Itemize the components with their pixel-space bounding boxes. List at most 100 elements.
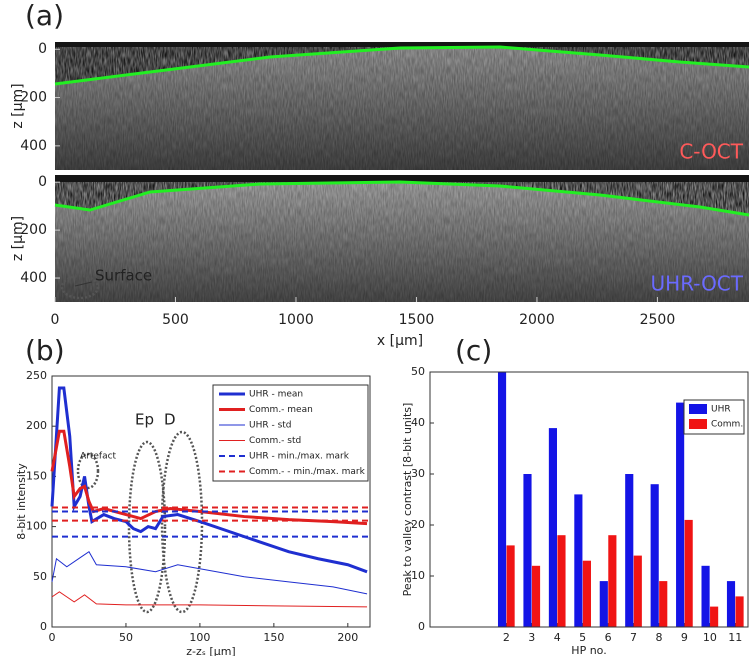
- bar: [599, 581, 608, 627]
- legend-swatch: [689, 419, 707, 429]
- bar: [574, 494, 583, 627]
- y-tick-label: 20: [411, 518, 425, 531]
- y-tick-label: 50: [33, 570, 47, 583]
- y-axis-label: Peak to valley contrast [8-bit units]: [401, 403, 414, 597]
- x-tick-label: 9: [681, 631, 688, 644]
- bar: [497, 372, 507, 627]
- y-axis-label: 8-bit intensity: [15, 463, 28, 540]
- x-tick-label: 500: [162, 312, 189, 328]
- image-label: C-OCT: [679, 140, 743, 164]
- y-tick-label: 250: [26, 369, 47, 382]
- bar: [633, 555, 642, 627]
- series-line: [50, 429, 368, 526]
- y-axis-label: z [μm]: [10, 216, 26, 261]
- panel-label: (a): [25, 0, 64, 32]
- legend-swatch: [689, 404, 707, 414]
- d-ellipse: [160, 430, 204, 614]
- x-axis-label: HP no.: [571, 644, 606, 656]
- bar: [557, 535, 566, 627]
- surface-line: [54, 180, 750, 217]
- x-tick-label: 11: [728, 631, 742, 644]
- x-tick-label: 1000: [278, 312, 314, 328]
- x-tick-label: 0: [51, 312, 60, 328]
- y-tick-label: 0: [38, 41, 47, 57]
- x-tick-label: 50: [119, 631, 133, 644]
- oct-images: [54, 42, 750, 302]
- y-tick-label: 200: [26, 419, 47, 432]
- bar: [625, 474, 634, 627]
- image-label: UHR-OCT: [651, 272, 744, 296]
- x-axis-label: x [μm]: [377, 333, 423, 349]
- legend-box: [212, 384, 369, 482]
- y-axis-label: z [μm]: [10, 83, 26, 128]
- annotation: Ep: [135, 411, 154, 429]
- x-tick-label: 100: [189, 631, 210, 644]
- bar: [701, 565, 710, 627]
- bar: [608, 535, 617, 627]
- series-line: [51, 550, 368, 595]
- artefact-ellipse: [76, 452, 100, 490]
- y-tick-label: 0: [40, 620, 47, 633]
- bar: [659, 581, 668, 627]
- legend-label: Comm.: [711, 420, 743, 430]
- depth-fade: [55, 47, 749, 170]
- x-tick-label: 3: [528, 631, 535, 644]
- legend-label: UHR - min./max. mark: [249, 452, 350, 462]
- annotation: Surface: [95, 267, 152, 285]
- x-tick-label: 2: [503, 631, 510, 644]
- surface-ellipse: [60, 274, 100, 300]
- y-tick-label: 10: [411, 569, 425, 582]
- x-tick-label: 1500: [399, 312, 435, 328]
- legend-label: UHR - mean: [249, 390, 303, 400]
- bar: [582, 560, 591, 627]
- bar: [710, 606, 719, 627]
- legend-label: Comm.- mean: [249, 405, 313, 415]
- leader-line: [74, 281, 93, 287]
- x-tick-label: 5: [579, 631, 586, 644]
- bar: [506, 545, 515, 627]
- bar: [676, 402, 685, 627]
- bar: [531, 565, 541, 627]
- y-tick-label: 400: [20, 138, 47, 154]
- x-tick-label: 200: [337, 631, 358, 644]
- x-tick-label: 10: [703, 631, 717, 644]
- y-tick-label: 100: [26, 520, 47, 533]
- x-tick-label: 2000: [519, 312, 555, 328]
- y-tick-label: 200: [20, 222, 47, 238]
- x-tick-label: 2500: [640, 312, 676, 328]
- annotation: D: [164, 411, 176, 429]
- x-tick-label: 7: [630, 631, 637, 644]
- y-tick-label: 40: [411, 416, 425, 429]
- x-tick-label: 8: [655, 631, 662, 644]
- series-line: [50, 386, 368, 574]
- bar: [735, 596, 744, 627]
- panel-label: (c): [455, 334, 492, 367]
- bar: [684, 519, 693, 627]
- legend-label: UHR: [711, 405, 731, 415]
- x-tick-label: 150: [263, 631, 284, 644]
- y-tick-label: 0: [38, 174, 47, 190]
- depth-fade: [55, 182, 749, 302]
- legend-label: Comm.- - min./max. mark: [249, 467, 366, 477]
- x-tick-label: 6: [605, 631, 612, 644]
- series-line: [51, 591, 368, 608]
- y-tick-label: 50: [411, 365, 425, 378]
- x-axis-label: z-zₛ [μm]: [186, 645, 235, 656]
- legend-label: UHR - std: [249, 421, 292, 431]
- y-tick-label: 200: [20, 90, 47, 106]
- legend-label: Comm.- std: [249, 436, 301, 446]
- bar: [548, 428, 557, 627]
- y-tick-label: 400: [20, 270, 47, 286]
- x-tick-label: 4: [554, 631, 561, 644]
- surface-line: [54, 45, 750, 86]
- ep-ellipse: [127, 440, 167, 614]
- bar: [523, 474, 532, 627]
- bar: [726, 581, 736, 627]
- y-tick-label: 0: [418, 620, 425, 633]
- y-tick-label: 30: [411, 467, 425, 480]
- bar: [650, 484, 659, 627]
- y-tick-label: 150: [26, 469, 47, 482]
- panel-label: (b): [25, 334, 65, 367]
- axes-box: [429, 371, 749, 628]
